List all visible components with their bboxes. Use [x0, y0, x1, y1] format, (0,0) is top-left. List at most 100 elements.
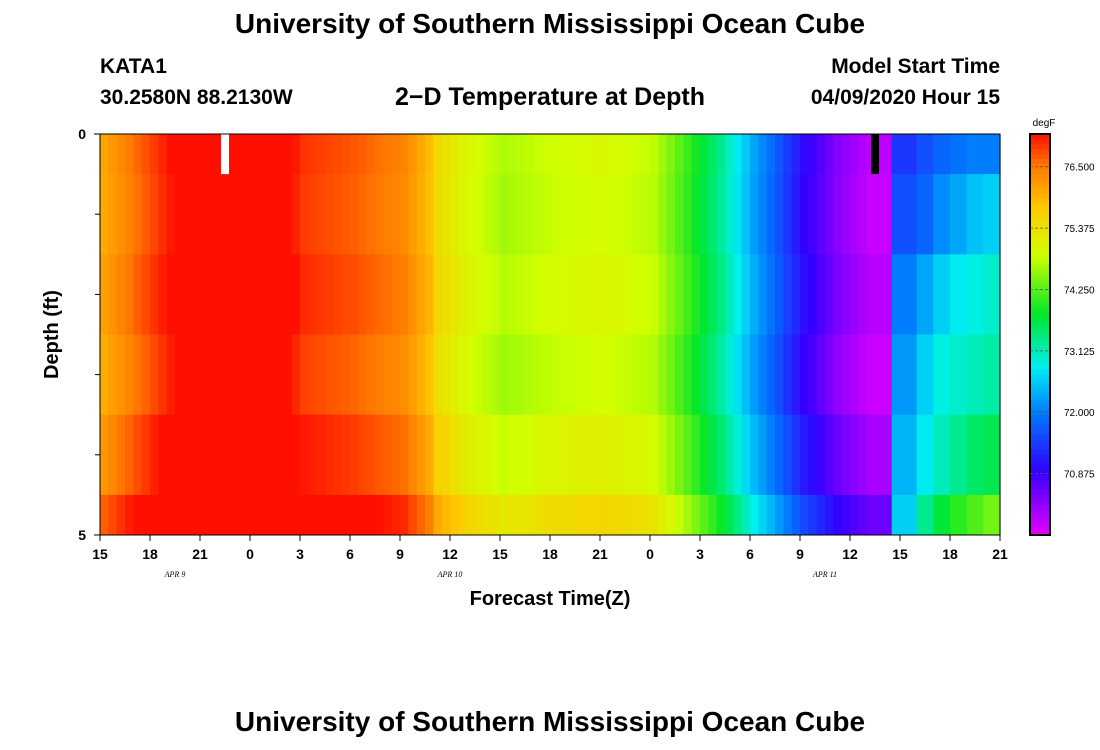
x-axis-title: Forecast Time(Z) [470, 588, 631, 610]
heatmap-cell [983, 174, 993, 255]
heatmap-cell [200, 134, 209, 175]
heatmap-cell [766, 134, 776, 175]
heatmap-cell [150, 414, 159, 496]
heatmap-cell [391, 494, 401, 536]
heatmap-cell [358, 334, 368, 416]
heatmap-cell [883, 414, 893, 496]
heatmap-cell [183, 254, 193, 335]
colorbar-segment [1030, 384, 1050, 391]
heatmap-cell [208, 494, 218, 536]
heatmap-cell [925, 414, 934, 496]
heatmap-cell [108, 174, 118, 255]
heatmap-cell [425, 254, 434, 335]
heatmap-cell [950, 134, 959, 175]
x-tick-label: 9 [796, 546, 804, 562]
heatmap-cell [891, 134, 901, 175]
colorbar-segment [1030, 449, 1050, 456]
heatmap-cell [141, 134, 151, 175]
heatmap-cell [616, 134, 626, 175]
heatmap-cell [841, 254, 851, 335]
heatmap-cell [775, 174, 784, 255]
heatmap-cell [383, 494, 393, 536]
heatmap-cell [100, 174, 109, 255]
heatmap-cell [508, 334, 518, 416]
heatmap-cell [716, 254, 726, 335]
heatmap-cell [425, 494, 434, 536]
heatmap-cell [483, 134, 493, 175]
heatmap-cell [841, 134, 851, 175]
heatmap-cell [133, 174, 143, 255]
heatmap-cell [541, 334, 551, 416]
heatmap-cell [283, 134, 293, 175]
heatmap-cell [691, 254, 701, 335]
heatmap-cell [116, 494, 126, 536]
heatmap-cell [708, 414, 718, 496]
heatmap-cells [100, 134, 1001, 536]
heatmap-cell [408, 254, 418, 335]
colorbar-segment [1030, 479, 1050, 486]
heatmap-cell [658, 334, 668, 416]
heatmap-cell [158, 414, 168, 496]
heatmap-cell [125, 414, 134, 496]
heatmap-cell [366, 334, 376, 416]
heatmap-cell [908, 134, 918, 175]
heatmap-cell [900, 174, 909, 255]
surface-max-marker [221, 134, 229, 175]
heatmap-cell [408, 134, 418, 175]
heatmap-cell [541, 254, 551, 335]
heatmap-cell [500, 494, 509, 536]
heatmap-cell [191, 174, 201, 255]
heatmap-cell [966, 254, 976, 335]
heatmap-cell [433, 134, 443, 175]
heatmap-cell [991, 174, 1001, 255]
heatmap-cell [491, 334, 501, 416]
heatmap-cell [241, 334, 251, 416]
heatmap-cell [891, 334, 901, 416]
heatmap-cell [883, 334, 893, 416]
heatmap-cell [658, 254, 668, 335]
heatmap-cell [166, 174, 176, 255]
heatmap-cell [816, 334, 826, 416]
heatmap-cell [550, 254, 559, 335]
heatmap-cell [466, 494, 476, 536]
heatmap-cell [125, 134, 134, 175]
heatmap-cell [983, 414, 993, 496]
heatmap-cell [866, 414, 876, 496]
heatmap-cell [508, 494, 518, 536]
heatmap-cell [208, 174, 218, 255]
heatmap-cell [300, 174, 309, 255]
heatmap-cell [633, 414, 643, 496]
colorbar-segment [1030, 419, 1050, 426]
heatmap-cell [333, 414, 343, 496]
heatmap-cell [741, 494, 751, 536]
heatmap-cell [233, 334, 243, 416]
heatmap-cell [725, 254, 734, 335]
heatmap-cell [575, 134, 584, 175]
heatmap-cell [566, 414, 576, 496]
heatmap-cell [900, 334, 909, 416]
heatmap-cell [741, 414, 751, 496]
heatmap-cell [375, 134, 384, 175]
heatmap-cell [900, 134, 909, 175]
colorbar-segment [1030, 364, 1050, 371]
heatmap-cell [716, 134, 726, 175]
heatmap-cell [900, 414, 909, 496]
heatmap-cell [175, 494, 184, 536]
heatmap-cell [516, 334, 526, 416]
heatmap-cell [275, 494, 284, 536]
heatmap-cell [975, 334, 984, 416]
heatmap-cell [250, 254, 259, 335]
heatmap-cell [183, 494, 193, 536]
heatmap-cell [916, 334, 926, 416]
heatmap-cell [100, 494, 109, 536]
heatmap-cell [708, 254, 718, 335]
heatmap-cell [616, 414, 626, 496]
model-start-label: Model Start Time [831, 55, 1000, 78]
heatmap-cell [475, 334, 484, 416]
heatmap-cell [550, 494, 559, 536]
heatmap-cell [991, 134, 1001, 175]
heatmap-cell [975, 174, 984, 255]
heatmap-cell [800, 414, 809, 496]
heatmap-cell [400, 494, 409, 536]
heatmap-cell [975, 494, 984, 536]
